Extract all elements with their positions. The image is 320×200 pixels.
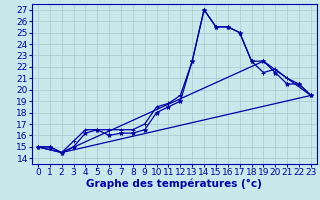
X-axis label: Graphe des températures (°c): Graphe des températures (°c) <box>86 179 262 189</box>
